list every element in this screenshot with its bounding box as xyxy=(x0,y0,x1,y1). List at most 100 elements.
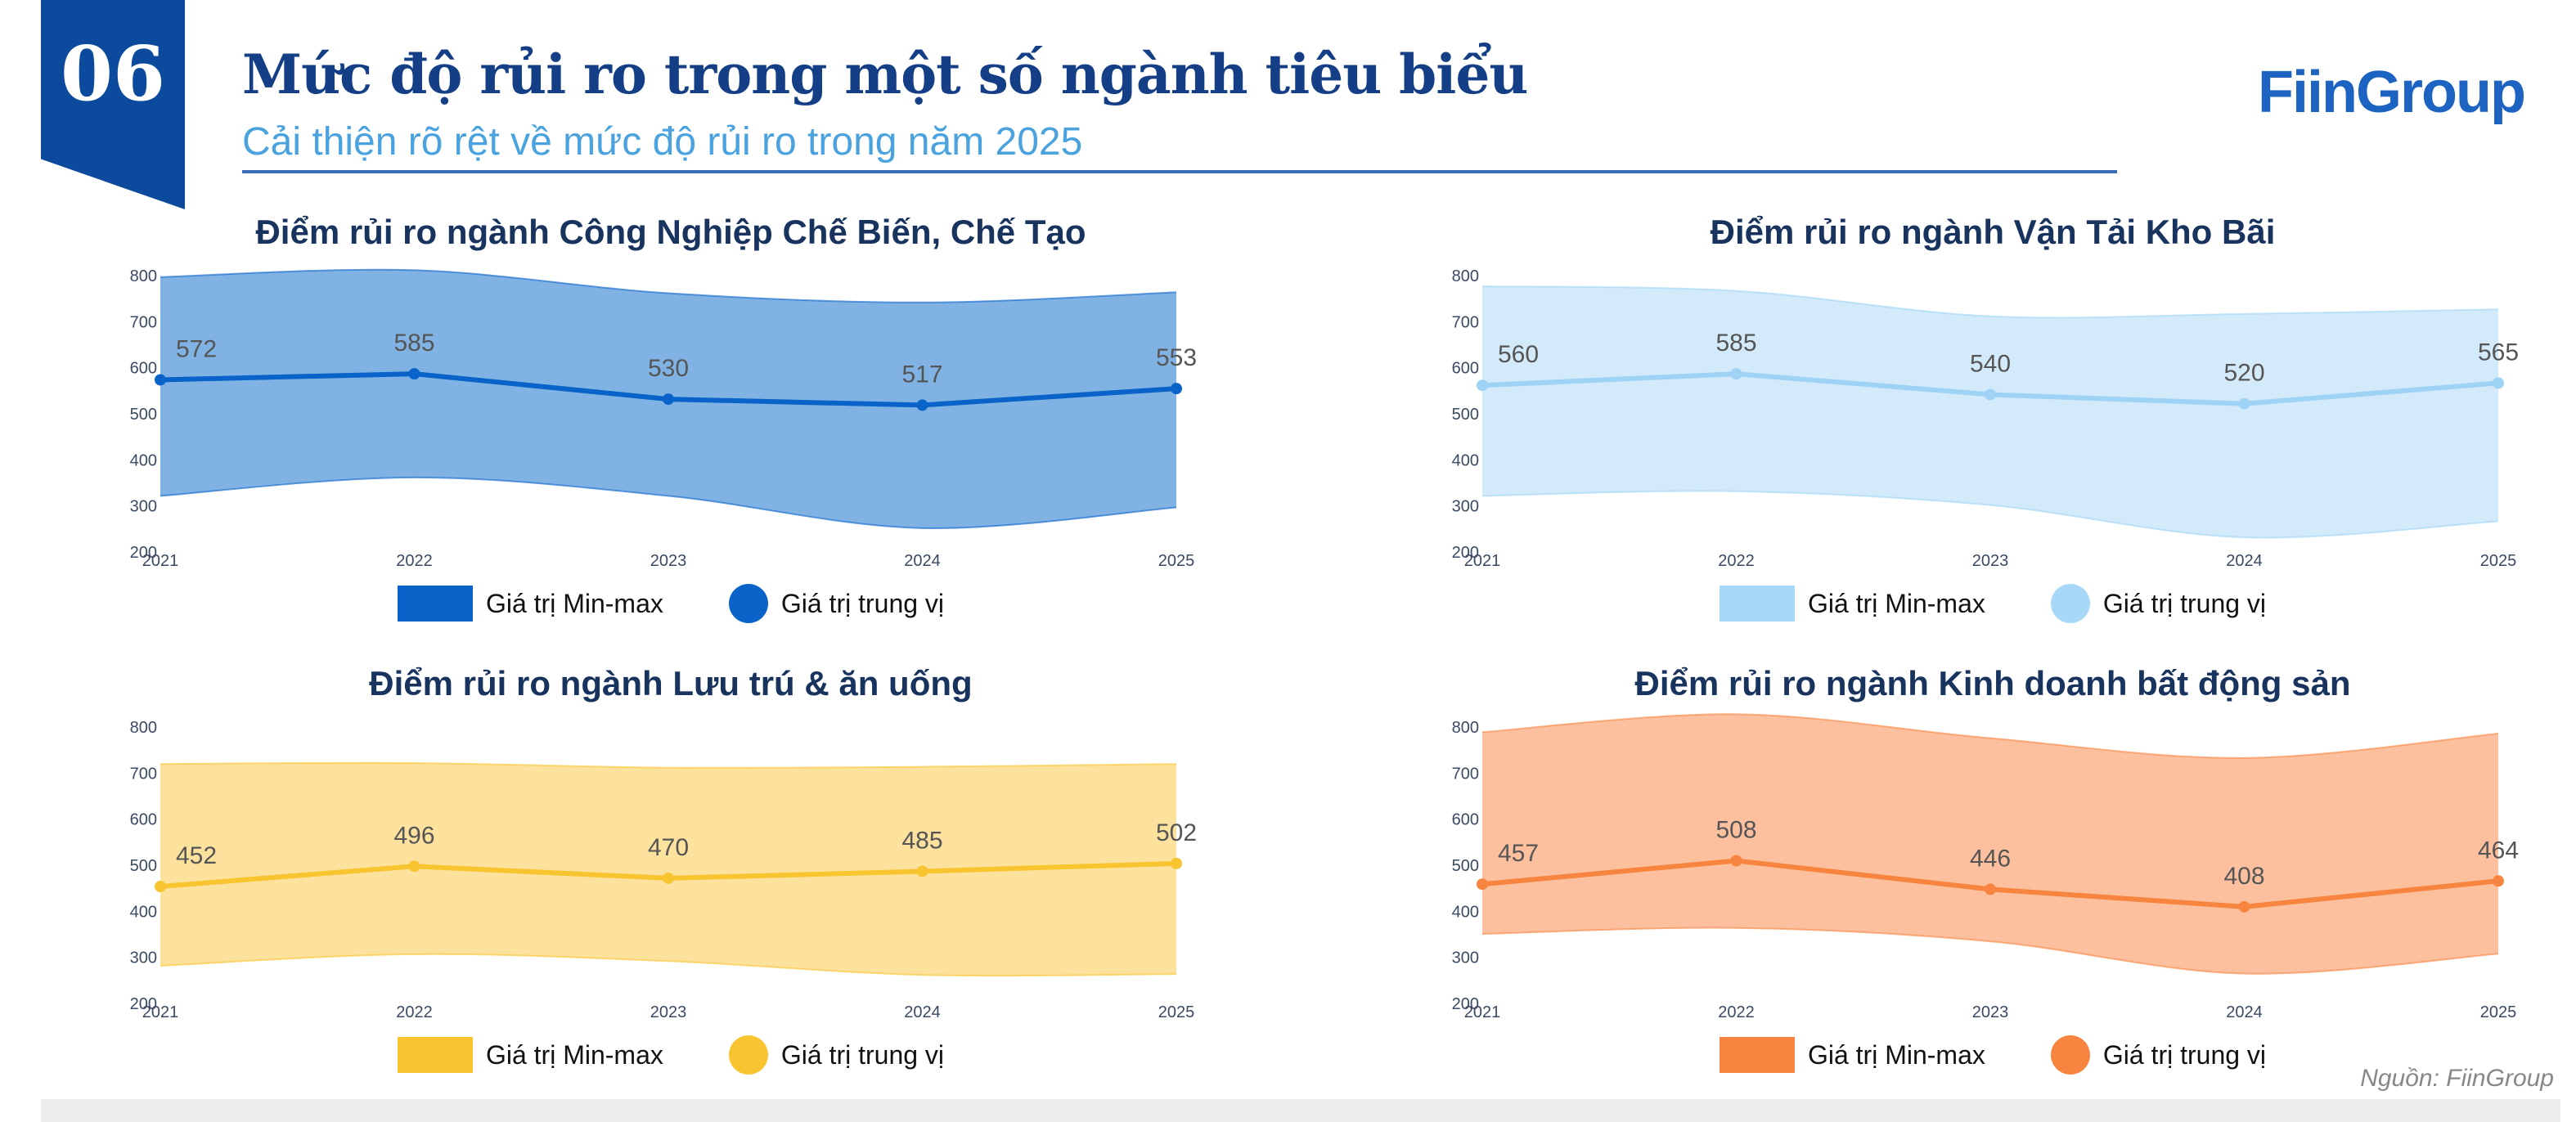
median-point xyxy=(1171,383,1182,395)
chart-panel-hospitality: Điểm rủi ro ngành Lưu trú & ăn uống 200 30… xyxy=(98,656,1243,1089)
data-label: 553 xyxy=(1156,344,1197,371)
median-point xyxy=(408,860,420,873)
data-label: 457 xyxy=(1498,840,1539,867)
median-point xyxy=(408,368,420,380)
max-edge xyxy=(1481,285,2499,319)
y-tick-label: 700 xyxy=(1452,765,1479,783)
median-point xyxy=(2238,397,2250,410)
legend-swatch-band xyxy=(397,586,473,622)
chart-panel-transport: Điểm rủi ro ngành Vận Tải Kho Bãi 200 300 4… xyxy=(1420,204,2565,638)
chart-legend: Giá trị Min-max Giá trị trung vị xyxy=(98,1035,1243,1075)
legend-item-median: Giá trị trung vị xyxy=(2050,584,2266,623)
chart-title: Điểm rủi ro ngành Lưu trú & ăn uống xyxy=(369,664,973,702)
x-tick-label: 2024 xyxy=(2226,552,2263,570)
chart-legend: Giá trị Min-max Giá trị trung vị xyxy=(1420,1035,2565,1075)
y-tick-label: 500 xyxy=(1452,857,1479,875)
legend-swatch-dot xyxy=(2050,1035,2090,1075)
y-tick-label: 800 xyxy=(1452,719,1479,737)
data-label: 502 xyxy=(1156,819,1197,846)
x-tick-label: 2024 xyxy=(2226,1003,2263,1021)
median-point xyxy=(1477,379,1488,392)
median-point xyxy=(1985,883,1996,895)
x-tick-label: 2023 xyxy=(650,1003,687,1021)
y-tick-label: 200 xyxy=(1452,995,1479,1013)
data-label: 464 xyxy=(2478,837,2519,864)
min-edge xyxy=(1481,927,2499,975)
legend-swatch-band xyxy=(397,1037,473,1073)
max-edge xyxy=(160,761,1177,769)
legend-label: Giá trị trung vị xyxy=(2102,1039,2267,1070)
data-label: 572 xyxy=(176,335,217,362)
legend-swatch-dot xyxy=(728,1035,768,1075)
data-label: 560 xyxy=(1498,341,1539,368)
x-tick-label: 2025 xyxy=(1158,552,1195,570)
y-tick-label: 400 xyxy=(130,451,157,469)
median-point xyxy=(1171,857,1182,869)
y-tick-label: 300 xyxy=(130,498,157,516)
y-tick-label: 400 xyxy=(130,903,157,921)
y-tick-label: 400 xyxy=(1452,903,1479,921)
footer-bar xyxy=(41,1099,2560,1122)
median-point xyxy=(1730,368,1742,380)
legend-item-min-max: Giá trị Min-max xyxy=(1719,1035,1985,1075)
data-label: 496 xyxy=(393,822,434,849)
y-tick-label: 700 xyxy=(130,765,157,783)
x-tick-label: 2023 xyxy=(1972,1003,2009,1021)
median-point xyxy=(916,865,928,877)
legend-swatch-band xyxy=(1719,1037,1795,1073)
median-point xyxy=(1477,878,1488,891)
x-tick-label: 2021 xyxy=(142,552,179,570)
chart-title: Điểm rủi ro ngành Công Nghiệp Chế Biến, … xyxy=(255,213,1086,251)
y-tick-label: 600 xyxy=(1452,360,1479,378)
section-number: 06 xyxy=(60,29,166,118)
page-subtitle: Cải thiện rõ rệt về mức độ rủi ro trong … xyxy=(242,120,1083,164)
legend-item-min-max: Giá trị Min-max xyxy=(397,584,663,623)
legend-label: Giá trị trung vị xyxy=(780,1039,945,1070)
x-tick-label: 2025 xyxy=(2480,1003,2517,1021)
y-tick-label: 600 xyxy=(1452,811,1479,829)
median-point xyxy=(1730,855,1742,867)
section-number-badge: 06 xyxy=(41,0,185,209)
min-max-band xyxy=(160,762,1176,976)
x-tick-label: 2024 xyxy=(904,1003,941,1021)
legend-label: Giá trị Min-max xyxy=(1807,588,1985,618)
min-edge xyxy=(160,953,1177,977)
median-point xyxy=(2493,377,2504,389)
y-tick-label: 300 xyxy=(1452,498,1479,516)
x-tick-label: 2024 xyxy=(904,552,941,570)
y-tick-label: 200 xyxy=(130,995,157,1013)
y-tick-label: 400 xyxy=(1452,451,1479,469)
legend-item-median: Giá trị trung vị xyxy=(728,584,944,623)
median-point xyxy=(1985,388,1996,401)
data-label: 530 xyxy=(648,355,689,382)
median-point xyxy=(663,872,674,884)
median-point xyxy=(2238,900,2250,913)
y-tick-label: 500 xyxy=(1452,406,1479,424)
chart-panel-manufacturing: Điểm rủi ro ngành Công Nghiệp Chế Biến, … xyxy=(98,204,1243,638)
legend-label: Giá trị Min-max xyxy=(1807,1039,1985,1070)
title-divider xyxy=(242,170,2117,173)
y-tick-label: 600 xyxy=(130,360,157,378)
x-tick-label: 2025 xyxy=(1158,1003,1195,1021)
y-tick-label: 800 xyxy=(130,719,157,737)
data-label: 585 xyxy=(393,330,434,357)
data-label: 585 xyxy=(1715,330,1756,357)
y-tick-label: 200 xyxy=(130,544,157,562)
x-tick-label: 2021 xyxy=(1464,552,1501,570)
legend-item-median: Giá trị trung vị xyxy=(2050,1035,2267,1075)
max-edge xyxy=(160,268,1177,303)
chart-svg: 200 300 400 500 600 700 800 2021 2022 2023 2024 202… xyxy=(130,267,1197,570)
chart-title: Điểm rủi ro ngành Kinh doanh bất động sả… xyxy=(1634,664,2351,702)
median-point xyxy=(663,393,674,406)
legend-swatch-dot xyxy=(728,584,768,623)
x-tick-label: 2021 xyxy=(142,1003,179,1021)
chart-legend: Giá trị Min-max Giá trị trung vị xyxy=(98,584,1243,623)
legend-swatch-band xyxy=(1719,586,1795,622)
x-tick-label: 2022 xyxy=(396,1003,433,1021)
data-label: 485 xyxy=(901,827,942,854)
x-tick-label: 2023 xyxy=(1972,552,2009,570)
median-point xyxy=(2493,875,2504,887)
x-tick-label: 2022 xyxy=(1718,1003,1755,1021)
y-tick-label: 300 xyxy=(130,949,157,967)
